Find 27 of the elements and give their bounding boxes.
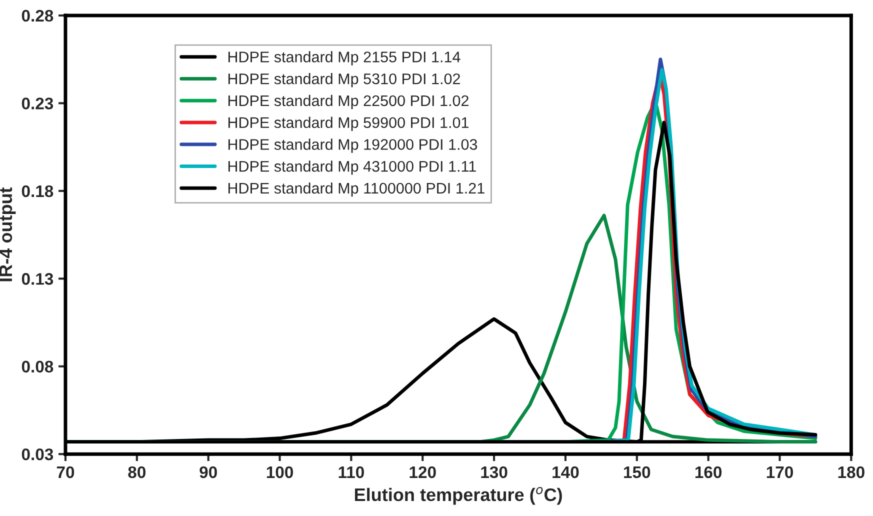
x-tick-label: 80 xyxy=(128,466,146,478)
y-tick-label: 0.18 xyxy=(22,185,54,198)
x-tick-label: 160 xyxy=(695,466,722,478)
x-tick-label: 70 xyxy=(56,466,74,478)
legend-label: HDPE standard Mp 192000 PDI 1.03 xyxy=(228,138,478,153)
x-tick-label: 180 xyxy=(838,466,864,478)
x-tick-label: 170 xyxy=(766,466,793,478)
legend-label: HDPE standard Mp 1100000 PDI 1.21 xyxy=(228,182,484,197)
y-axis-title: IR-4 output xyxy=(0,187,16,282)
x-axis-title: Elution temperature ($^{o}$C) xyxy=(354,486,562,505)
legend-label: HDPE standard Mp 22500 PDI 1.02 xyxy=(228,94,468,110)
legend-label: HDPE standard Mp 5310 PDI 1.02 xyxy=(228,73,460,88)
y-tick-label: 0.23 xyxy=(22,98,54,110)
x-tick-label: 150 xyxy=(624,466,650,478)
x-tick-label: 130 xyxy=(481,466,508,478)
legend-label: HDPE standard Mp 431000 PDI 1.11 xyxy=(228,160,476,175)
y-tick-label: 0.03 xyxy=(22,448,54,460)
y-tick-label: 0.28 xyxy=(22,10,54,22)
legend-label: HDPE standard Mp 2155 PDI 1.14 xyxy=(228,51,460,66)
y-tick-label: 0.13 xyxy=(22,273,54,285)
x-tick-label: 120 xyxy=(410,466,436,478)
y-tick-label: 0.08 xyxy=(22,360,54,373)
x-tick-label: 90 xyxy=(200,466,217,478)
legend-label: HDPE standard Mp 59900 PDI 1.01 xyxy=(228,116,468,132)
x-tick-label: 100 xyxy=(266,466,293,478)
x-tick-label: 110 xyxy=(338,466,364,478)
x-tick-label: 140 xyxy=(552,466,579,478)
